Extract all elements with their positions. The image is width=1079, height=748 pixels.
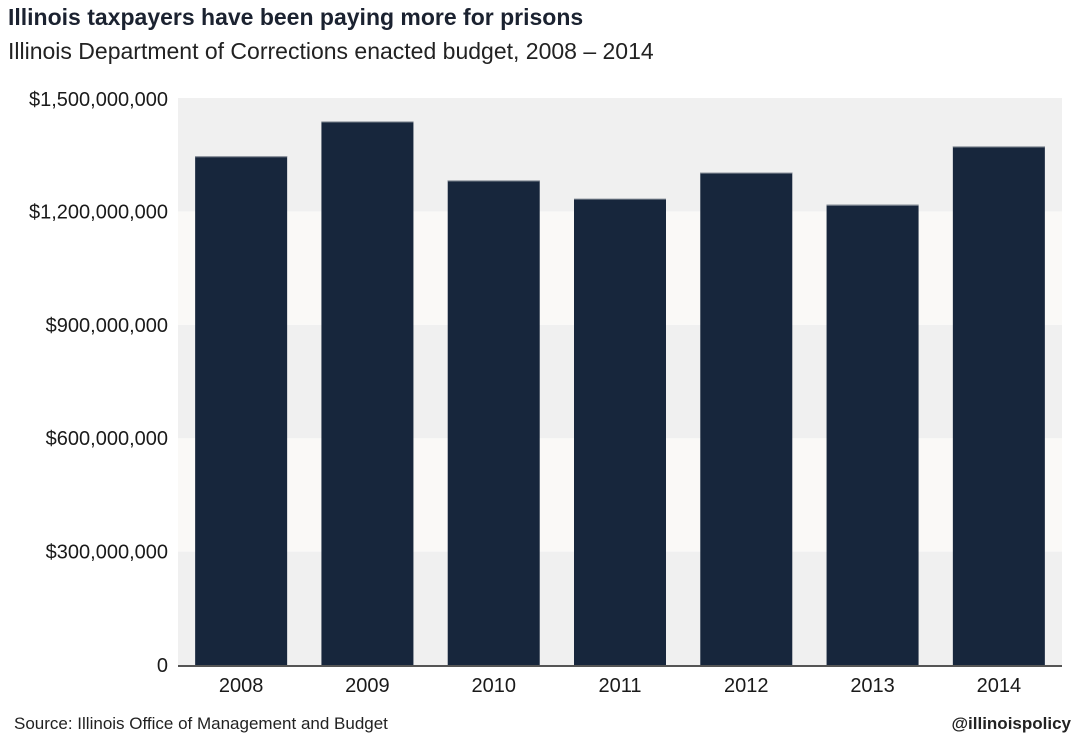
y-tick-label: $1,500,000,000: [29, 89, 168, 111]
bar-2012: [700, 172, 793, 665]
x-tick-label: 2009: [345, 675, 390, 697]
twitter-handle: @illinoispolicy: [951, 714, 1071, 733]
chart-subtitle: Illinois Department of Corrections enact…: [8, 38, 654, 64]
source-note: Source: Illinois Office of Management an…: [14, 714, 388, 733]
bar-2011: [574, 198, 666, 665]
bar-2009: [321, 121, 414, 666]
y-tick-label: $900,000,000: [46, 315, 168, 337]
grid-band: [178, 98, 1062, 212]
x-tick-label: 2014: [977, 675, 1022, 697]
x-tick-label: 2008: [219, 675, 264, 697]
y-tick-label: $1,200,000,000: [29, 201, 168, 223]
x-tick-label: 2013: [850, 675, 895, 697]
bar-2008: [195, 156, 288, 665]
y-tick-label: $600,000,000: [46, 428, 168, 450]
bar-2014: [952, 146, 1045, 665]
x-tick-label: 2010: [471, 675, 516, 697]
x-tick-label: 2011: [598, 675, 641, 697]
chart-title: Illinois taxpayers have been paying more…: [8, 4, 584, 30]
y-tick-label: $300,000,000: [46, 542, 168, 564]
bar-2013: [826, 204, 919, 665]
y-tick-label: 0: [157, 655, 168, 677]
x-tick-label: 2012: [724, 675, 769, 697]
bar-2010: [447, 180, 540, 666]
